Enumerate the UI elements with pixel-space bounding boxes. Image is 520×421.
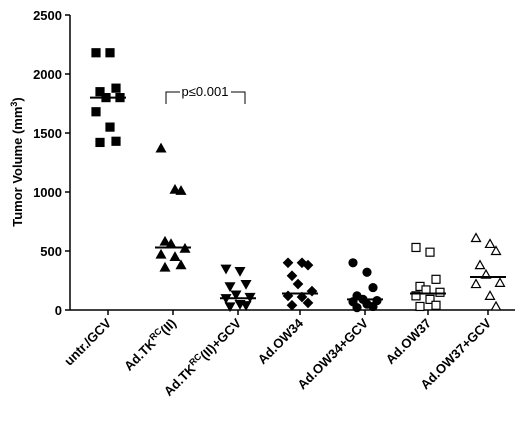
data-point [425, 247, 435, 257]
data-point [105, 48, 115, 58]
data-point [111, 83, 121, 93]
data-point [490, 300, 502, 311]
data-point [95, 87, 105, 97]
y-tick-label: 1500 [33, 126, 62, 141]
data-point [470, 278, 482, 289]
x-tick-label: Ad.OW34+GCV [294, 315, 371, 392]
y-axis-label-part: 3 [9, 102, 19, 107]
x-tick-label-part: untr./GCV [61, 315, 114, 368]
data-point [91, 48, 101, 58]
data-point [159, 261, 171, 272]
x-tick-label: Ad.TKRC(II) [120, 315, 179, 374]
x-tick-label-part: Ad.OW34+GCV [294, 315, 371, 392]
data-point [169, 251, 181, 261]
data-point [362, 267, 372, 277]
data-point [348, 258, 358, 268]
x-tick-label: Ad.OW34 [255, 315, 307, 367]
data-point [286, 299, 298, 311]
data-point [220, 264, 232, 275]
x-tick-label: Ad.OW37 [383, 316, 434, 367]
data-point [411, 291, 421, 301]
y-axis-label: Tumor Volume (mm3) [9, 97, 25, 227]
data-point [286, 270, 298, 282]
data-point [494, 277, 506, 287]
data-point [155, 142, 167, 153]
data-point [302, 259, 314, 271]
data-point [470, 232, 482, 243]
y-tick-label: 0 [55, 303, 62, 318]
data-point [292, 278, 304, 290]
x-tick-label-part: Ad.OW34 [255, 315, 307, 367]
data-point [155, 248, 167, 259]
y-tick-label: 2000 [33, 67, 62, 82]
data-point [484, 238, 496, 249]
data-point [105, 122, 115, 132]
data-point [296, 291, 308, 303]
significance-bracket [165, 91, 246, 104]
x-tick-label-part: Ad.OW37 [383, 316, 434, 367]
y-axis-label-part: ) [10, 97, 25, 101]
data-point [111, 136, 121, 146]
data-point [282, 257, 294, 269]
data-point [234, 266, 246, 277]
data-point [159, 235, 171, 246]
annotation: p≤0.001 [182, 84, 229, 99]
data-point [91, 107, 101, 117]
data-point [240, 301, 252, 312]
data-point [352, 303, 362, 313]
data-point [175, 185, 187, 195]
data-point [431, 300, 441, 310]
data-point [240, 279, 252, 290]
y-tick-label: 500 [40, 244, 62, 259]
data-point [411, 242, 421, 253]
data-point [169, 183, 181, 194]
y-tick-label: 1000 [33, 185, 62, 200]
data-point [95, 137, 105, 148]
data-point [431, 274, 441, 284]
x-tick-label: untr./GCV [61, 315, 114, 368]
data-point [484, 290, 496, 300]
data-point [224, 302, 236, 313]
data-point [474, 259, 486, 270]
data-point [425, 294, 435, 304]
data-point [230, 290, 242, 301]
data-point [368, 282, 378, 293]
data-point [435, 287, 445, 297]
y-axis-label-part: Tumor Volume (mm [10, 107, 25, 227]
data-point [415, 301, 425, 312]
data-point [490, 245, 502, 256]
data-point [175, 259, 187, 270]
y-tick-label: 2500 [33, 8, 62, 23]
data-point [368, 301, 378, 312]
data-point [302, 297, 314, 309]
x-tick-label-part: (II)+GCV [197, 315, 244, 362]
data-point [224, 282, 236, 293]
